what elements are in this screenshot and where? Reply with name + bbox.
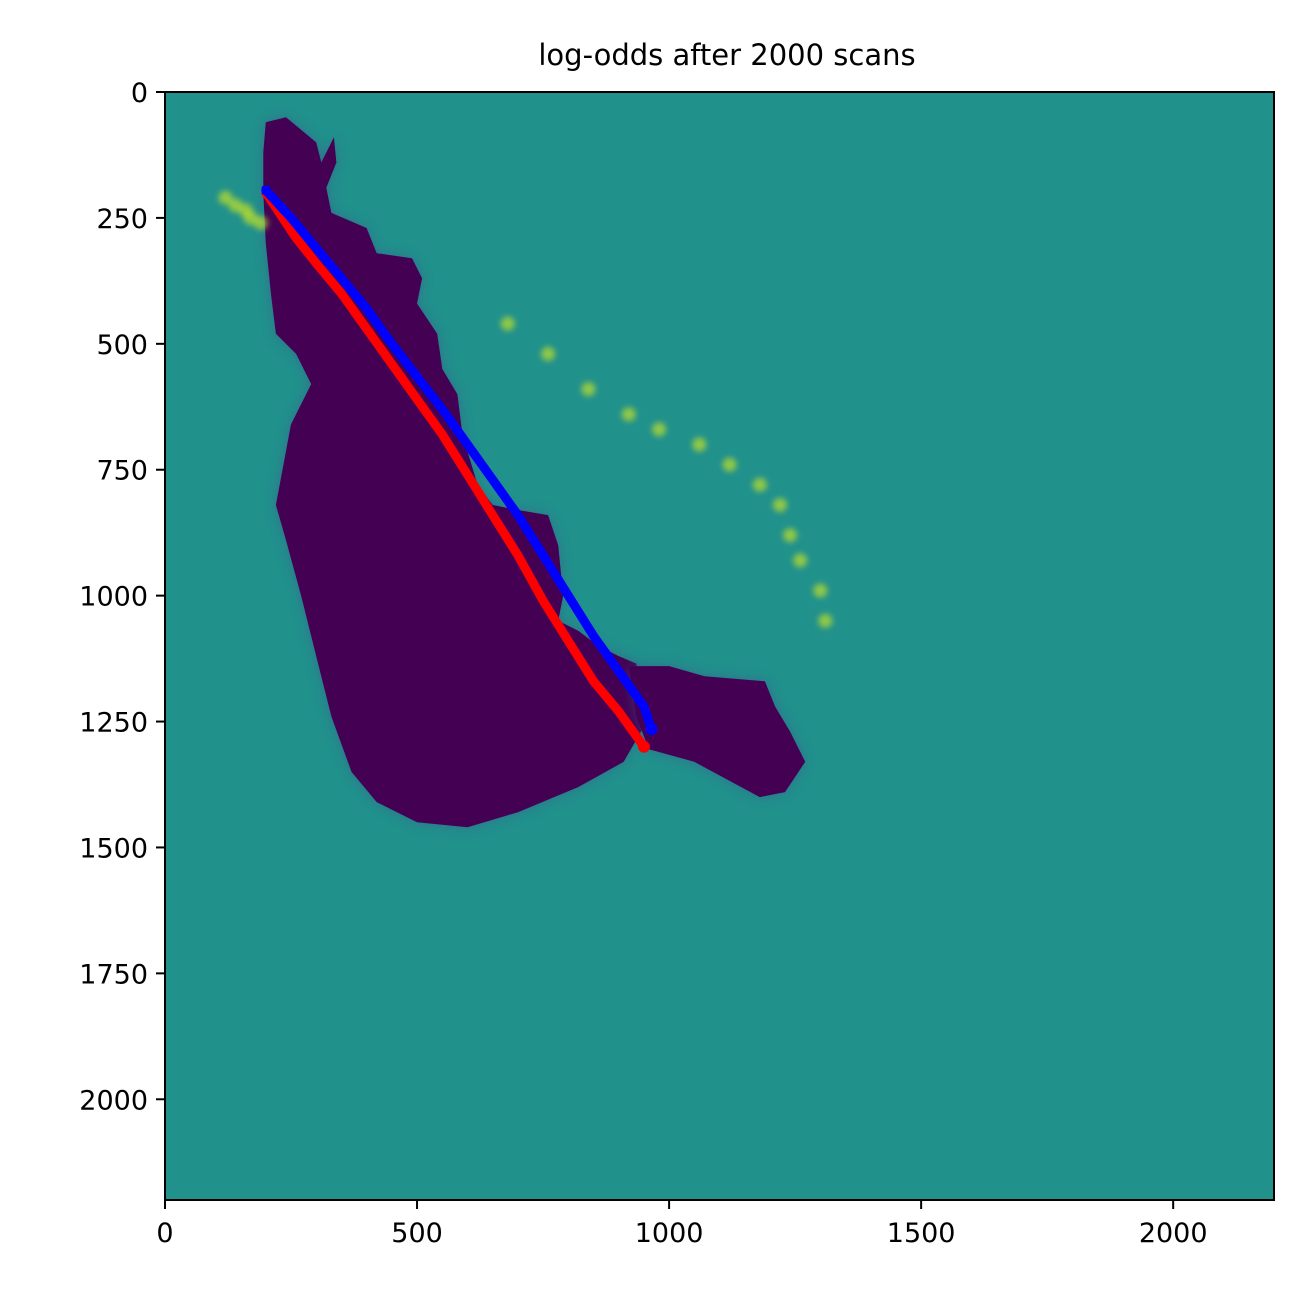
occupied-cell (772, 497, 787, 512)
x-axis: 0 500 1000 1500 2000 (156, 1200, 1208, 1249)
x-tick-label: 2000 (1139, 1218, 1208, 1249)
y-tick-label: 1500 (79, 833, 148, 864)
occupied-cell (813, 583, 828, 598)
trajectory-layer (261, 185, 658, 753)
wall-diagonal (500, 316, 833, 628)
x-tick-label: 0 (156, 1218, 173, 1249)
occupied-cell (692, 437, 707, 452)
occupied-cell (722, 457, 737, 472)
y-tick-label: 0 (131, 78, 148, 109)
occupied-cell (243, 210, 258, 225)
y-tick-label: 500 (96, 330, 148, 361)
occupied-cell (581, 382, 596, 397)
y-tick-label: 2000 (79, 1085, 148, 1116)
ground-truth-path (261, 188, 649, 752)
plot-frame (164, 91, 1275, 1201)
free-space-wing (628, 666, 806, 798)
chart-title: log-odds after 2000 scans (538, 38, 915, 72)
occupied-cell (541, 346, 556, 361)
occupied-cell (793, 553, 808, 568)
y-tick-label: 1250 (79, 708, 148, 739)
estimate-path (261, 185, 656, 734)
x-tick-label: 500 (391, 1218, 443, 1249)
occupied-cell (228, 198, 243, 213)
y-tick-label: 1750 (79, 959, 148, 990)
occupied-cell (218, 190, 233, 205)
y-tick-label: 250 (96, 204, 148, 235)
occupied-cell (500, 316, 515, 331)
x-tick-label: 1000 (635, 1218, 704, 1249)
estimate-endpoint (645, 723, 658, 736)
y-tick-label: 1000 (79, 582, 148, 613)
start-marker (261, 186, 270, 195)
occupied-cell (783, 528, 798, 543)
occupied-cell (621, 407, 636, 422)
occupied-cell (818, 613, 833, 628)
y-axis: 0 250 500 750 1000 1250 1500 1750 2000 (79, 78, 165, 1116)
occupied-cell (652, 422, 667, 437)
wall-top-left (218, 190, 268, 230)
x-tick-label: 1500 (887, 1218, 956, 1249)
occupied-cell (752, 477, 767, 492)
y-tick-label: 750 (96, 456, 148, 487)
ground-truth-endpoint (637, 740, 650, 753)
